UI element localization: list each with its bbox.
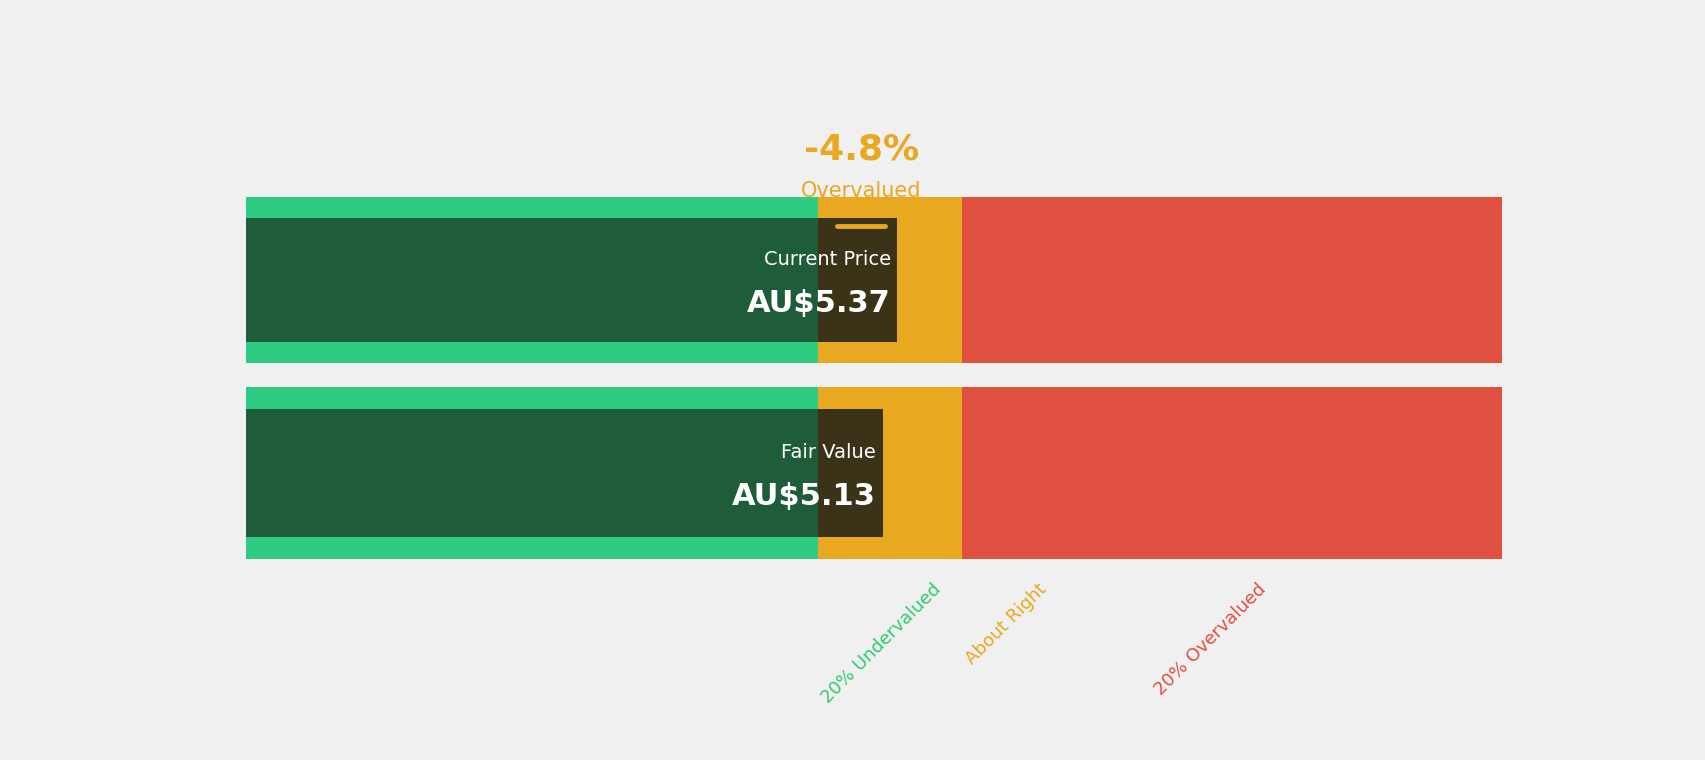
Text: AU$5.13: AU$5.13 — [731, 482, 876, 511]
Text: 20% Undervalued: 20% Undervalued — [817, 580, 945, 706]
Bar — [817, 197, 962, 559]
Bar — [817, 218, 897, 342]
Text: Fair Value: Fair Value — [781, 443, 876, 462]
Bar — [246, 409, 881, 537]
Text: 20% Overvalued: 20% Overvalued — [1151, 580, 1269, 698]
Bar — [246, 197, 817, 559]
Bar — [962, 197, 1502, 559]
Text: Current Price: Current Price — [764, 250, 890, 269]
Text: About Right: About Right — [962, 580, 1050, 668]
Bar — [817, 409, 881, 537]
Bar — [246, 363, 1502, 387]
Text: AU$5.37: AU$5.37 — [747, 289, 890, 318]
Text: Overvalued: Overvalued — [800, 181, 921, 201]
Text: -4.8%: -4.8% — [803, 133, 919, 166]
Bar — [246, 218, 897, 342]
